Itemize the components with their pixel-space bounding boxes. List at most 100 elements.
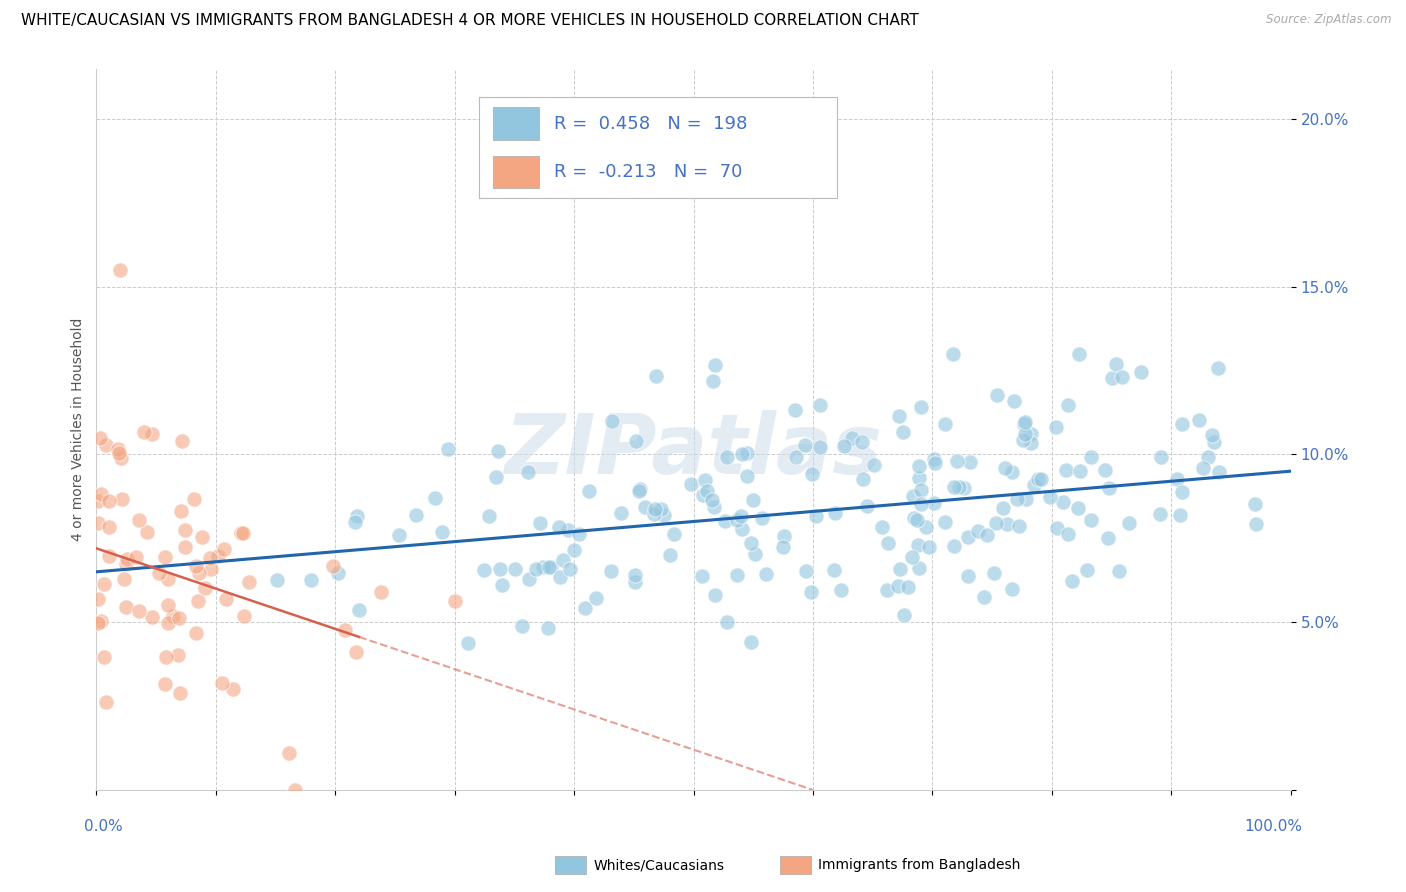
Point	[553, 553, 575, 567]
Text: Source: ZipAtlas.com: Source: ZipAtlas.com	[1267, 13, 1392, 27]
Point	[945, 454, 967, 468]
Point	[1080, 512, 1102, 526]
Point	[170, 504, 193, 518]
Point	[128, 604, 150, 618]
Point	[1097, 532, 1119, 546]
Point	[1149, 450, 1171, 465]
Point	[212, 542, 235, 557]
Point	[644, 501, 666, 516]
Point	[115, 599, 138, 614]
Point	[200, 562, 222, 576]
Point	[1243, 497, 1265, 511]
Point	[531, 560, 554, 574]
Point	[1171, 417, 1194, 431]
Point	[148, 566, 170, 580]
Point	[170, 434, 193, 448]
Text: ZIPatlas: ZIPatlas	[505, 410, 883, 491]
Point	[830, 583, 852, 598]
Point	[696, 483, 718, 498]
Point	[986, 388, 1008, 402]
Point	[232, 526, 254, 541]
Point	[1028, 472, 1050, 486]
Point	[910, 400, 932, 414]
Point	[742, 493, 765, 508]
Point	[1005, 491, 1028, 506]
Point	[609, 507, 631, 521]
Point	[155, 650, 177, 665]
Point	[1002, 394, 1025, 409]
Point	[141, 610, 163, 624]
Point	[922, 496, 945, 510]
Point	[918, 541, 941, 555]
Point	[959, 454, 981, 468]
Point	[662, 526, 685, 541]
Point	[834, 440, 856, 454]
Point	[388, 527, 411, 541]
Point	[1097, 481, 1119, 495]
Point	[922, 452, 945, 467]
Point	[125, 550, 148, 565]
Point	[1192, 461, 1215, 475]
Point	[910, 483, 932, 497]
Point	[503, 561, 526, 575]
Point	[808, 440, 831, 454]
Point	[90, 615, 112, 629]
Point	[794, 564, 817, 578]
Point	[211, 676, 233, 690]
Point	[562, 543, 585, 558]
Point	[491, 577, 513, 591]
Point	[278, 746, 301, 760]
Point	[574, 601, 596, 615]
Point	[901, 550, 924, 565]
Point	[86, 494, 108, 508]
Point	[953, 481, 976, 495]
Point	[299, 573, 322, 587]
Point	[568, 527, 591, 541]
Point	[1069, 465, 1091, 479]
Point	[1014, 415, 1036, 429]
Point	[908, 458, 931, 473]
Point	[548, 570, 571, 584]
Point	[744, 547, 766, 561]
Point	[1108, 564, 1130, 578]
Point	[856, 499, 879, 513]
Point	[207, 549, 229, 563]
Point	[155, 677, 177, 691]
Point	[730, 508, 752, 523]
Point	[1056, 398, 1078, 412]
Point	[1206, 360, 1229, 375]
Point	[703, 588, 725, 602]
Point	[328, 566, 350, 581]
Point	[943, 480, 966, 494]
Point	[1031, 472, 1053, 486]
Point	[823, 563, 845, 577]
Point	[644, 369, 666, 384]
Point	[891, 425, 914, 439]
Point	[1201, 428, 1223, 442]
Point	[1080, 450, 1102, 464]
Point	[557, 524, 579, 538]
Point	[191, 530, 214, 544]
Point	[1046, 521, 1069, 535]
Point	[516, 465, 538, 479]
Point	[650, 501, 672, 516]
Point	[1057, 527, 1080, 541]
Point	[110, 263, 132, 277]
Point	[851, 435, 873, 450]
Point	[128, 513, 150, 527]
Point	[1015, 492, 1038, 507]
Point	[537, 560, 560, 574]
Point	[725, 513, 748, 527]
Point	[934, 515, 956, 529]
Point	[370, 585, 392, 599]
Point	[703, 500, 725, 514]
Point	[134, 425, 156, 439]
Point	[1012, 433, 1035, 447]
Point	[772, 540, 794, 554]
Point	[343, 515, 366, 529]
Point	[93, 649, 115, 664]
Point	[872, 520, 894, 534]
Point	[1052, 494, 1074, 508]
Text: 0.0%: 0.0%	[84, 819, 124, 834]
Point	[98, 494, 121, 508]
